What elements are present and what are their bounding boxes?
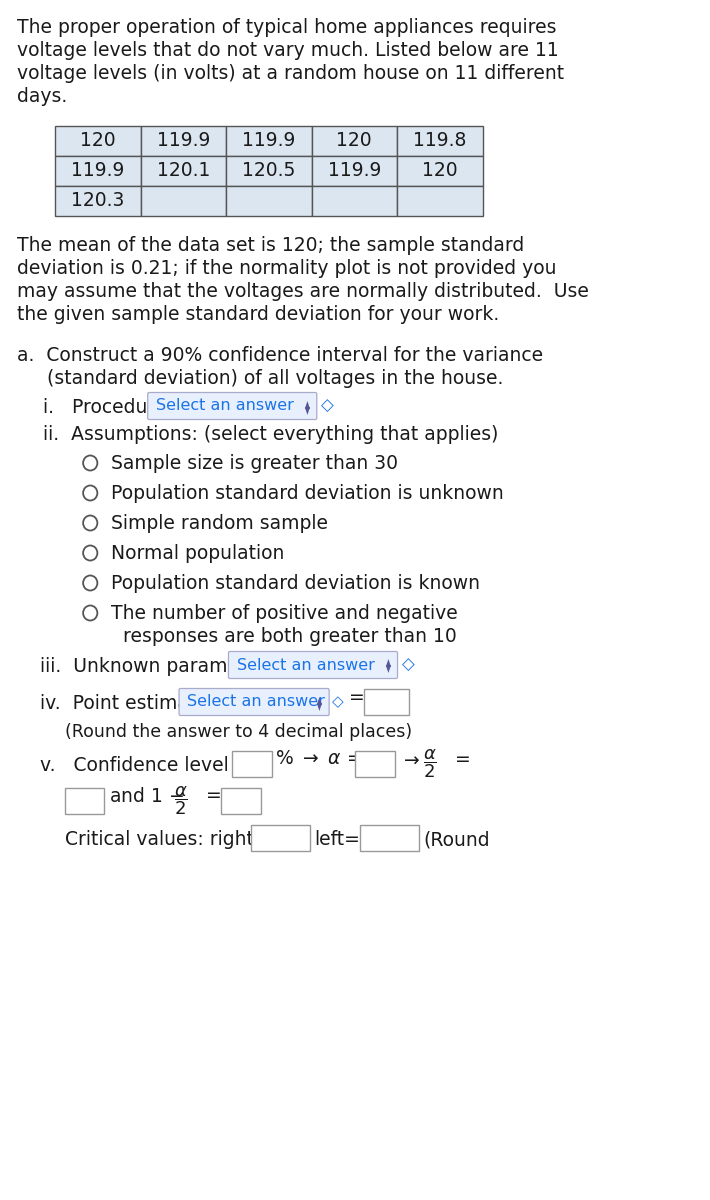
FancyBboxPatch shape <box>229 652 398 678</box>
Text: Select an answer: Select an answer <box>236 658 374 672</box>
Bar <box>222 788 261 814</box>
Text: ◇: ◇ <box>402 656 415 674</box>
Text: 119.9: 119.9 <box>71 162 124 180</box>
Bar <box>141 156 226 186</box>
Text: 119.9: 119.9 <box>157 132 210 150</box>
Text: Select an answer: Select an answer <box>155 398 294 414</box>
Text: deviation is 0.21; if the normality plot is not provided you: deviation is 0.21; if the normality plot… <box>17 259 557 278</box>
Text: $\dfrac{\alpha}{2}$: $\dfrac{\alpha}{2}$ <box>422 748 437 780</box>
Text: The number of positive and negative: The number of positive and negative <box>111 604 458 623</box>
Text: ◇: ◇ <box>321 397 334 415</box>
Bar <box>397 156 483 186</box>
Text: =: = <box>206 786 222 805</box>
Text: v.   Confidence level: v. Confidence level <box>40 756 229 775</box>
Text: and 1 $-$: and 1 $-$ <box>109 786 184 805</box>
Bar <box>65 788 104 814</box>
Text: =: = <box>349 688 364 707</box>
Text: iii.  Unknown parameter:: iii. Unknown parameter: <box>40 658 272 676</box>
Text: (Round the answer to 4 decimal places): (Round the answer to 4 decimal places) <box>65 722 412 740</box>
Text: ◇: ◇ <box>332 695 343 709</box>
Bar <box>55 126 141 156</box>
Text: 120.5: 120.5 <box>242 162 295 180</box>
Text: ◄►: ◄► <box>383 658 393 672</box>
Text: 119.8: 119.8 <box>413 132 466 150</box>
Text: voltage levels (in volts) at a random house on 11 different: voltage levels (in volts) at a random ho… <box>17 64 564 83</box>
Text: Sample size is greater than 30: Sample size is greater than 30 <box>111 454 398 473</box>
Text: i.   Procedure:: i. Procedure: <box>43 398 173 416</box>
Text: Population standard deviation is known: Population standard deviation is known <box>111 574 480 593</box>
Text: Critical values: right=: Critical values: right= <box>65 830 269 850</box>
Text: (Round: (Round <box>424 830 491 850</box>
Text: (standard deviation) of all voltages in the house.: (standard deviation) of all voltages in … <box>17 370 503 388</box>
Text: 120: 120 <box>422 162 458 180</box>
Text: ◄►: ◄► <box>302 398 312 414</box>
Bar <box>397 126 483 156</box>
Bar <box>141 186 226 216</box>
Text: $\dfrac{\alpha}{2}$: $\dfrac{\alpha}{2}$ <box>174 785 187 817</box>
Text: The mean of the data set is 120; the sample standard: The mean of the data set is 120; the sam… <box>17 236 525 254</box>
Text: 120.3: 120.3 <box>71 192 124 210</box>
Bar <box>355 751 395 778</box>
Bar <box>141 126 226 156</box>
Bar <box>312 186 397 216</box>
Text: ◄►: ◄► <box>315 695 324 709</box>
Bar <box>397 186 483 216</box>
Bar <box>55 156 141 186</box>
Text: 120.1: 120.1 <box>157 162 210 180</box>
Text: left=: left= <box>315 830 360 850</box>
Text: The proper operation of typical home appliances requires: The proper operation of typical home app… <box>17 18 557 37</box>
Bar <box>312 156 397 186</box>
Text: ii.  Assumptions: (select everything that applies): ii. Assumptions: (select everything that… <box>43 425 498 444</box>
Text: days.: days. <box>17 86 67 106</box>
Text: 119.9: 119.9 <box>242 132 295 150</box>
Text: $\rightarrow$: $\rightarrow$ <box>400 750 420 768</box>
FancyBboxPatch shape <box>148 392 317 420</box>
Text: Select an answer: Select an answer <box>187 695 325 709</box>
Text: Population standard deviation is unknown: Population standard deviation is unknown <box>111 484 504 503</box>
Bar <box>231 751 272 778</box>
Bar <box>226 126 312 156</box>
Text: 120: 120 <box>80 132 116 150</box>
Text: the given sample standard deviation for your work.: the given sample standard deviation for … <box>17 305 499 324</box>
Text: 120: 120 <box>337 132 372 150</box>
Text: a.  Construct a 90% confidence interval for the variance: a. Construct a 90% confidence interval f… <box>17 346 543 365</box>
Text: % $\rightarrow$ $\alpha$ =: % $\rightarrow$ $\alpha$ = <box>275 750 362 768</box>
Text: =: = <box>455 750 471 768</box>
Text: may assume that the voltages are normally distributed.  Use: may assume that the voltages are normall… <box>17 282 589 301</box>
Bar <box>55 186 141 216</box>
Bar <box>251 826 310 851</box>
Bar <box>226 156 312 186</box>
Text: iv.  Point estimate:: iv. Point estimate: <box>40 694 214 713</box>
Bar <box>364 689 410 715</box>
Text: Normal population: Normal population <box>111 544 285 563</box>
Text: 119.9: 119.9 <box>327 162 381 180</box>
Bar <box>226 186 312 216</box>
Bar <box>312 126 397 156</box>
Text: responses are both greater than 10: responses are both greater than 10 <box>123 626 457 646</box>
FancyBboxPatch shape <box>179 689 329 715</box>
Bar <box>360 826 419 851</box>
Text: voltage levels that do not vary much. Listed below are 11: voltage levels that do not vary much. Li… <box>17 41 559 60</box>
Text: Simple random sample: Simple random sample <box>111 514 328 533</box>
